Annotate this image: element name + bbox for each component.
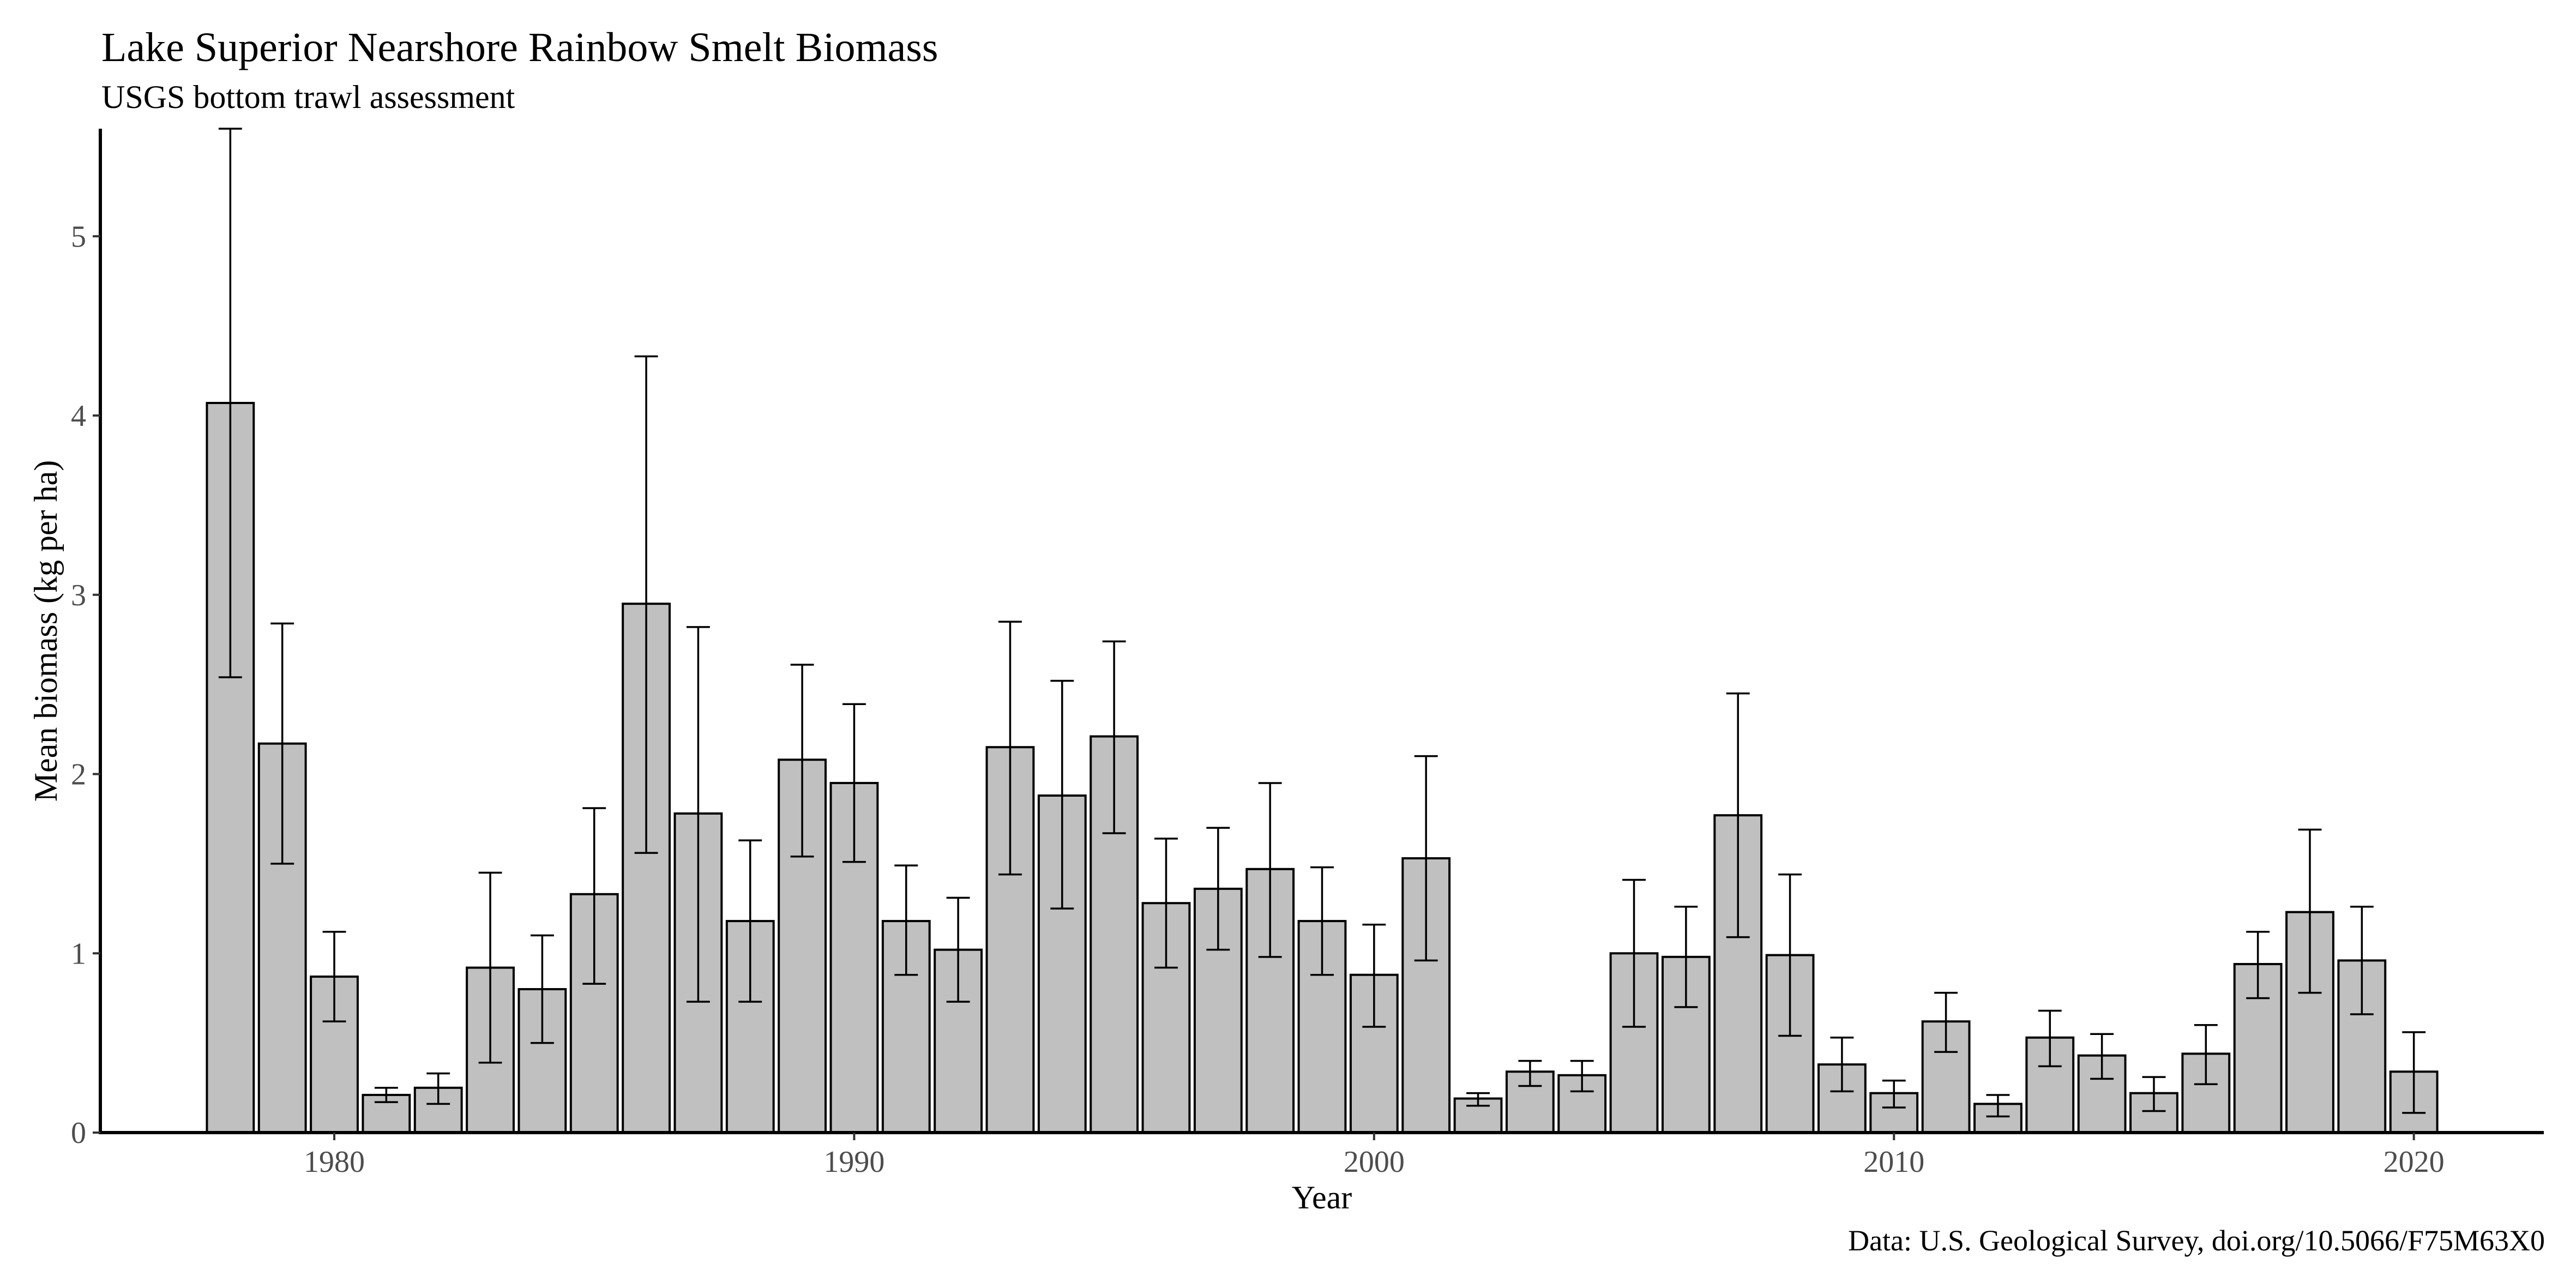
error-bar-1982 [426,1072,450,1105]
error-bar-1980 [322,931,346,1022]
error-bar-2010 [1882,1079,1906,1109]
error-bar-1985 [582,807,606,985]
error-bar-1996 [1154,838,1178,969]
error-bar-1995 [1102,640,1126,834]
error-bar-1978 [218,128,242,678]
error-bar-2016 [2194,1024,2218,1085]
y-tick-label: 4 [71,399,86,433]
y-tick-label: 0 [71,1116,86,1150]
x-axis-ticks: 1980 1990 2000 2010 2020 [304,1133,2445,1179]
error-bar-1993 [998,621,1022,876]
x-tick-label: 1980 [304,1145,365,1179]
error-bar-1988 [738,839,762,1003]
x-tick-label: 2020 [2384,1145,2445,1179]
error-bar-2011 [1934,991,1958,1053]
y-tick-label: 5 [71,220,86,254]
y-axis-title: Mean biomass (kg per ha) [28,460,64,802]
error-bar-2012 [1986,1094,2010,1118]
error-bar-1998 [1258,782,1282,958]
error-bar-1981 [374,1087,398,1103]
x-tick-label: 2010 [1863,1145,1924,1179]
error-bar-1990 [842,703,866,863]
error-bar-2018 [2298,828,2322,994]
error-bar-2006 [1674,906,1698,1008]
error-bar-1992 [946,896,970,1003]
chart-subtitle: USGS bottom trawl assessment [101,79,515,115]
error-bar-1994 [1050,679,1074,910]
error-bar-1984 [530,934,554,1044]
data-source-caption: Data: U.S. Geological Survey, doi.org/10… [1848,1224,2545,1257]
error-bar-2007 [1726,692,1750,938]
error-bar-1979 [270,622,294,865]
error-bar-2015 [2142,1076,2166,1112]
error-bar-1999 [1310,866,1334,976]
error-bar-2005 [1622,878,1646,1028]
error-bar-2019 [2350,906,2374,1015]
error-bar-2013 [2038,1009,2062,1068]
error-bar-2004 [1570,1060,1594,1093]
bar-1994 [1037,794,1087,1134]
error-bar-1989 [790,664,814,858]
error-bar-1997 [1206,827,1230,951]
error-bar-2014 [2090,1033,2114,1080]
error-bar-1991 [894,864,918,976]
error-bar-2000 [1362,923,1386,1028]
error-bar-1983 [478,871,502,1064]
y-axis-ticks: 0 1 2 3 4 5 [71,220,100,1150]
error-bar-2001 [1414,755,1438,962]
bar-1981 [362,1093,411,1134]
y-tick-label: 2 [71,758,86,792]
error-bar-1987 [686,626,710,1003]
x-axis-title: Year [1292,1179,1352,1215]
error-bars-group [218,128,2426,1118]
error-bar-2008 [1778,873,1802,1037]
error-bar-2009 [1830,1037,1854,1093]
chart-title: Lake Superior Nearshore Rainbow Smelt Bi… [101,25,938,70]
error-bar-2003 [1518,1060,1542,1087]
x-tick-label: 2000 [1344,1145,1405,1179]
error-bar-2020 [2402,1031,2426,1114]
x-tick-label: 1990 [823,1145,884,1179]
y-tick-label: 3 [71,579,86,612]
error-bar-1986 [634,355,658,854]
error-bar-2002 [1466,1092,1490,1107]
error-bar-2017 [2246,931,2270,1000]
y-tick-label: 1 [71,937,86,971]
